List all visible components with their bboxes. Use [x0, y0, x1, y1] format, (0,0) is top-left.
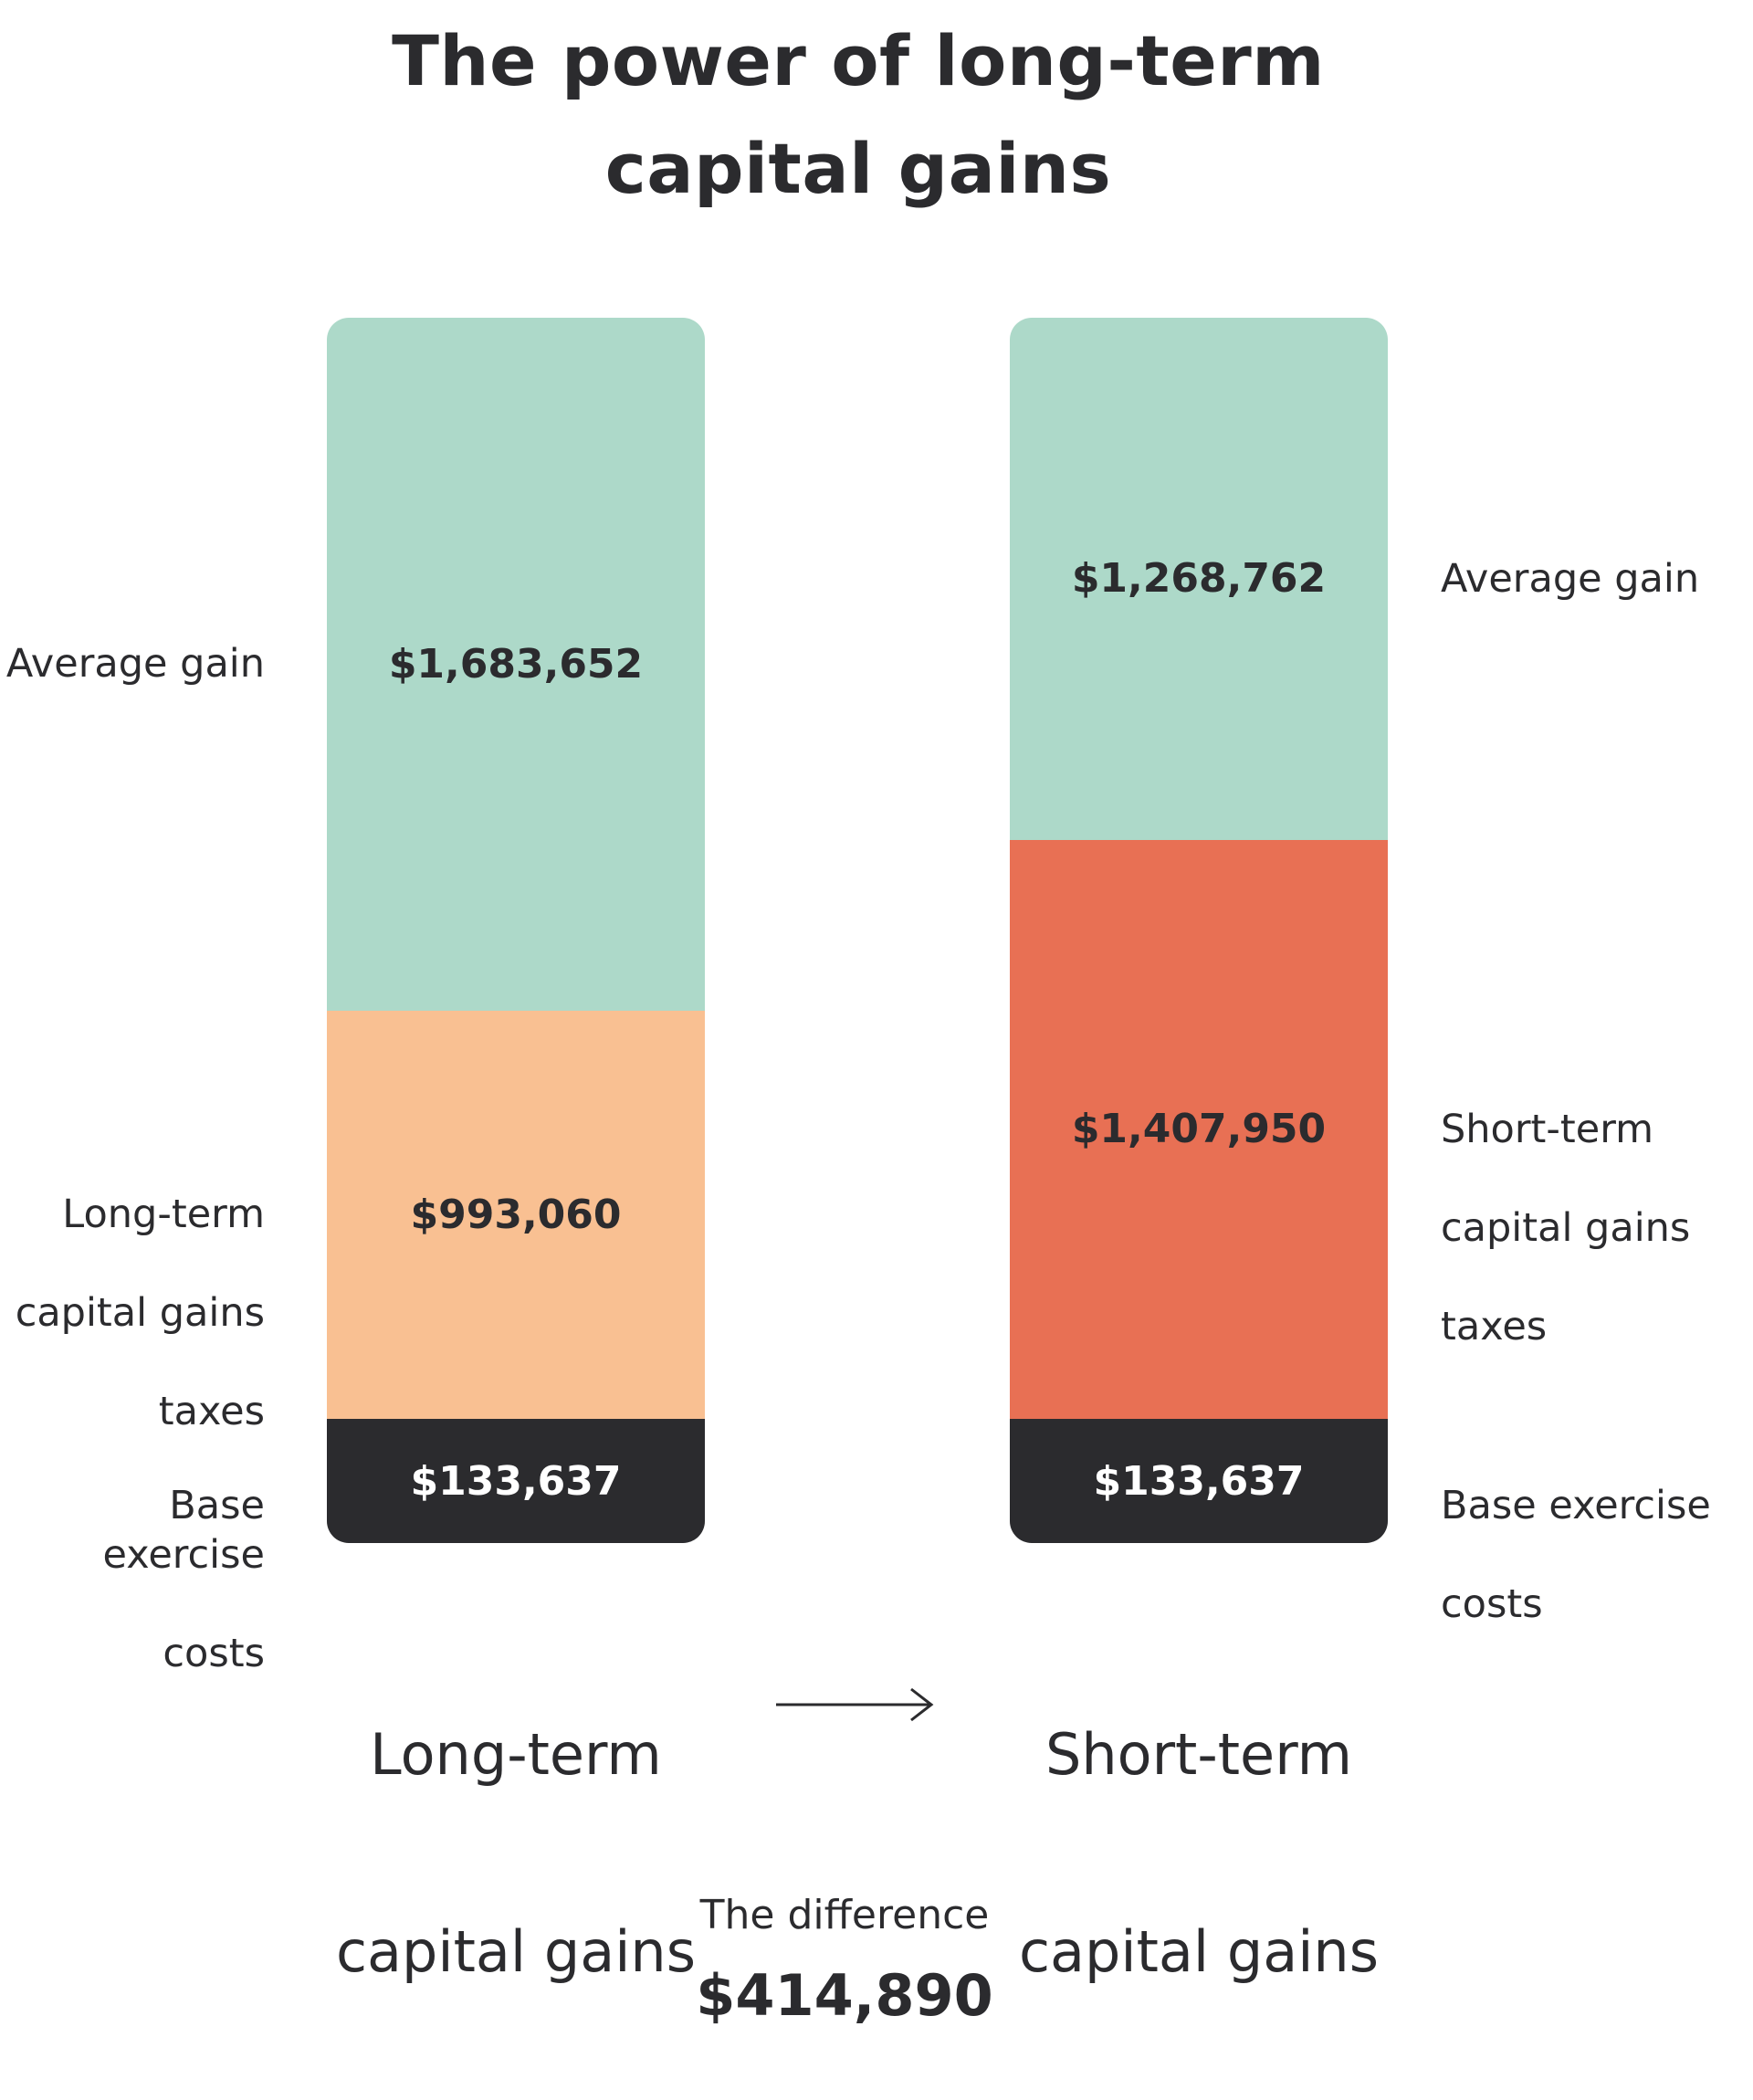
- category-label-line: Long-term: [370, 1721, 662, 1788]
- value-label: $1,683,652: [388, 640, 644, 688]
- bar-long-term-average-gain: $1,683,652: [327, 318, 705, 1011]
- category-label-line: capital gains: [1018, 1918, 1380, 1985]
- category-label-short-term: Short-term capital gains: [937, 1607, 1461, 2100]
- segment-label-line: taxes: [1441, 1303, 1548, 1349]
- value-label: $133,637: [410, 1457, 622, 1505]
- segment-label-line: Long-term: [62, 1192, 265, 1238]
- value-label: $1,268,762: [1071, 555, 1327, 603]
- difference-value: $414,890: [696, 1962, 993, 2029]
- segment-label-line: capital gains: [15, 1290, 265, 1337]
- bar-long-term-base-costs: $133,637: [327, 1419, 705, 1543]
- segment-label-base-costs-right: Base exercise costs: [1441, 1432, 1711, 1678]
- bar-long-term-taxes: $993,060: [327, 1010, 705, 1419]
- segment-label-base-costs-left: Base exercise costs: [0, 1432, 265, 1727]
- category-label-line: Short-term: [1044, 1721, 1352, 1788]
- segment-label-line: Base exercise: [102, 1483, 265, 1578]
- segment-label-line: costs: [163, 1631, 265, 1676]
- value-label: $1,407,950: [1071, 1106, 1327, 1153]
- value-label: $133,637: [1093, 1457, 1305, 1505]
- segment-label-line: Base exercise: [1441, 1483, 1711, 1528]
- segment-label-line: taxes: [158, 1389, 265, 1435]
- segment-label-average-gain-left: Average gain: [5, 641, 265, 688]
- segment-label-line: Short-term: [1441, 1106, 1654, 1152]
- segment-label-long-term-taxes: Long-term capital gains taxes: [16, 1140, 265, 1486]
- bar-short-term-average-gain: $1,268,762: [1010, 318, 1388, 840]
- category-label-line: capital gains: [335, 1918, 697, 1985]
- bar-short-term-taxes: $1,407,950: [1010, 839, 1388, 1419]
- chart-title: The power of long-term capital gains: [0, 7, 1716, 223]
- bar-short-term-base-costs: $133,637: [1010, 1419, 1388, 1543]
- difference-label: The difference: [699, 1892, 990, 1938]
- chart-title-line-2: capital gains: [604, 128, 1112, 209]
- bar-long-term: $1,683,652 $993,060 $133,637: [327, 318, 705, 1543]
- segment-label-line: capital gains: [1441, 1204, 1691, 1251]
- segment-label-average-gain-right: Average gain: [1441, 555, 1700, 602]
- right-arrow-icon: [776, 1687, 934, 1722]
- bar-short-term: $1,268,762 $1,407,950 $133,637: [1010, 318, 1388, 1543]
- segment-label-line: costs: [1441, 1581, 1543, 1627]
- category-label-long-term: Long-term capital gains: [254, 1607, 778, 2100]
- segment-label-short-term-taxes: Short-term capital gains taxes: [1441, 1055, 1690, 1401]
- chart-title-line-1: The power of long-term: [392, 20, 1325, 101]
- value-label: $993,060: [410, 1191, 622, 1238]
